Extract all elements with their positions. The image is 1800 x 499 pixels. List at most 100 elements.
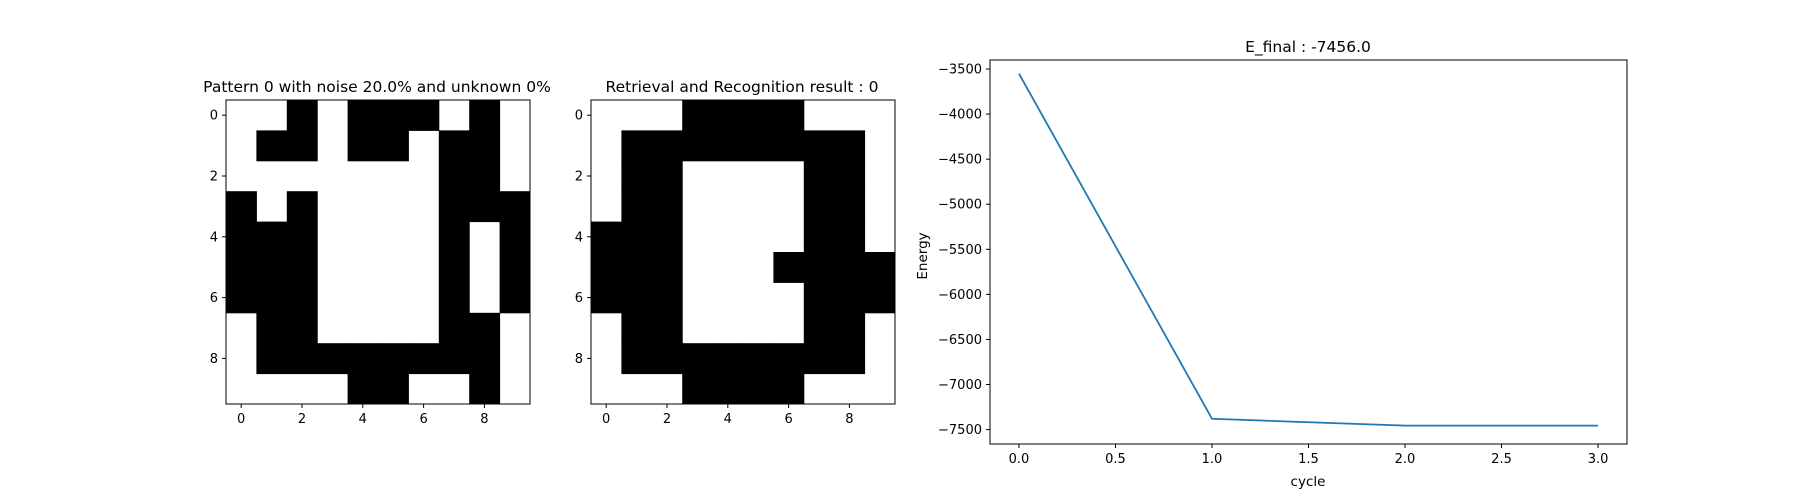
x-tick-label: 4 [724,412,732,427]
grid-cell [803,312,835,344]
energy-xlabel: cycle [1291,474,1326,490]
grid-cell [226,252,257,283]
grid-cell [621,312,653,344]
y-tick-label: −3500 [938,63,982,78]
energy-ylabel: Energy [915,232,931,279]
retrieval-result-panel: Retrieval and Recognition result : 0 0 2 4… [575,78,896,427]
x-tick-label: 0.0 [1009,452,1030,467]
grid-cell [621,252,653,283]
x-tick-label: 0.5 [1105,452,1126,467]
grid-cell [621,282,653,314]
grid-cell [803,252,835,283]
grid-cell [226,191,257,223]
noisy-pattern-frame [225,99,531,405]
grid-cell [438,312,470,344]
grid-cell [834,282,866,314]
y-tick-label: 0 [210,109,218,124]
y-tick-label: 0 [575,109,583,124]
y-tick-label: −4000 [938,108,982,123]
grid-cell [438,221,470,253]
grid-cell [469,343,501,375]
grid-cell [651,130,683,162]
grid-cell [834,343,866,375]
grid-cell [469,160,501,192]
grid-cell [682,343,714,375]
grid-cell [834,221,866,253]
grid-cell [743,100,774,131]
grid-cell [864,282,896,314]
retrieval-result-frame [590,99,896,405]
x-tick-label: 1.5 [1298,452,1319,467]
grid-cell [712,130,744,162]
grid-cell [621,343,653,375]
grid-cell [286,312,318,344]
x-tick-label: 6 [784,412,792,427]
retrieval-result-ticks: 0 2 4 6 8 0 2 4 6 8 [575,109,854,427]
grid-cell [591,221,622,253]
grid-cell [286,252,318,283]
y-tick-label: 6 [210,291,218,306]
retrieval-result-cells [591,100,896,405]
grid-cell [256,252,288,283]
grid-cell [256,221,288,253]
energy-plot-panel: E_final : -7456.0 0.0 0.5 1.0 1.5 2.0 2.5 3.0 −… [915,38,1628,490]
y-tick-label: −4500 [938,153,982,168]
grid-cell [286,221,318,253]
grid-cell [834,191,866,223]
grid-cell [651,191,683,223]
grid-cell [621,221,653,253]
grid-cell [256,312,288,344]
grid-cell [651,312,683,344]
grid-cell [378,373,409,405]
grid-cell [347,373,379,405]
y-tick-label: −7500 [938,423,982,438]
grid-cell [286,130,318,162]
y-tick-label: 6 [575,291,583,306]
energy-plot-frame [989,59,1628,445]
grid-cell [803,160,835,192]
grid-cell [651,282,683,314]
y-tick-label: −5000 [938,198,982,213]
y-tick-label: 8 [210,352,218,367]
grid-cell [712,343,744,375]
grid-cell [256,282,288,314]
grid-cell [682,130,714,162]
grid-cell [773,343,805,375]
grid-cell [803,191,835,223]
x-tick-label: 0 [237,412,245,427]
x-tick-label: 1.0 [1202,452,1223,467]
grid-cell [834,252,866,283]
grid-cell [773,373,805,405]
y-tick-label: −6000 [938,288,982,303]
grid-cell [317,343,349,375]
noisy-pattern-ticks: 0 2 4 6 8 0 2 4 6 8 [210,109,489,427]
x-tick-label: 2 [298,412,306,427]
grid-cell [864,252,896,283]
grid-cell [438,160,470,192]
x-tick-label: 3.0 [1588,452,1609,467]
x-tick-label: 2 [663,412,671,427]
grid-cell [226,221,257,253]
grid-cell [834,130,866,162]
grid-cell [803,221,835,253]
grid-cell [682,373,714,405]
grid-cell [286,191,318,223]
energy-plot-title: E_final : -7456.0 [1245,38,1371,57]
grid-cell [256,130,288,162]
grid-cell [347,343,379,375]
grid-cell [651,343,683,375]
x-tick-label: 0 [602,412,610,427]
grid-cell [438,343,470,375]
x-tick-label: 2.5 [1491,452,1512,467]
grid-cell [591,252,622,283]
x-tick-label: 2.0 [1395,452,1416,467]
grid-cell [226,282,257,314]
y-tick-label: 2 [210,170,218,185]
grid-cell [651,160,683,192]
grid-cell [286,343,318,375]
grid-cell [834,312,866,344]
grid-cell [469,100,501,131]
grid-cell [347,130,379,162]
grid-cell [286,282,318,314]
grid-cell [712,100,744,131]
